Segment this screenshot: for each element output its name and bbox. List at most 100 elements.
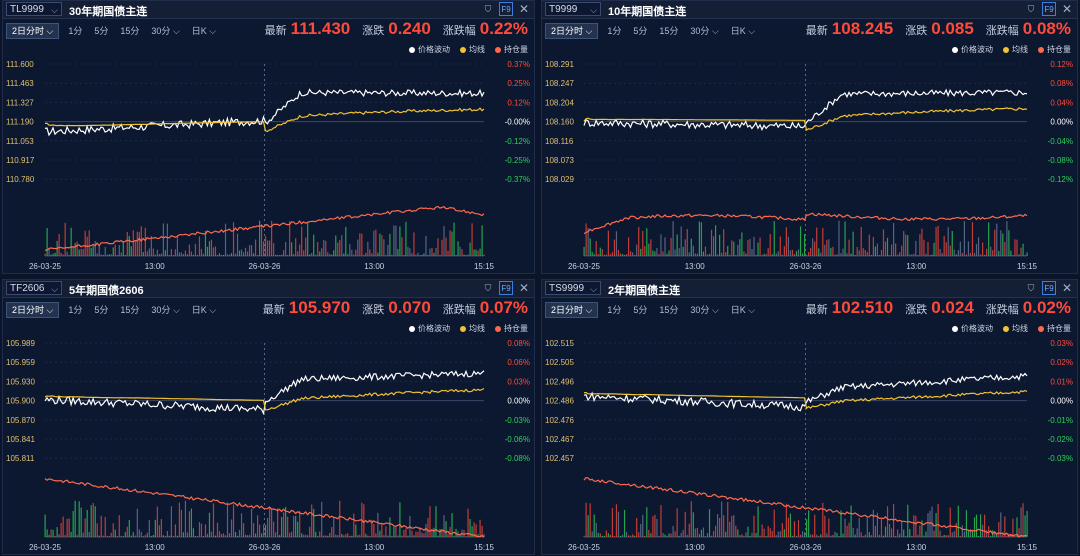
- tab-15min[interactable]: 15分: [120, 305, 140, 315]
- volume-bar: [182, 532, 185, 537]
- pin-icon[interactable]: ⛉: [1027, 4, 1035, 14]
- volume-bar: [672, 221, 674, 256]
- tab-daily-k[interactable]: 日K ⌵: [189, 24, 219, 38]
- tab-label: 2日分时: [12, 26, 45, 36]
- tab-30min[interactable]: 30分 ⌵: [687, 24, 721, 38]
- tab-15min[interactable]: 15分: [120, 26, 140, 36]
- f9-button[interactable]: F9: [1042, 281, 1056, 295]
- chart-legend: 价格波动 均线 持仓量: [952, 44, 1071, 55]
- x-tick-label: 26-03-26: [789, 262, 822, 271]
- symbol-select[interactable]: T9999 ⌵: [545, 2, 601, 16]
- volume-bar: [644, 535, 646, 537]
- volume-bar: [921, 228, 923, 256]
- y-left-label: 102.476: [545, 416, 574, 425]
- volume-bar: [415, 531, 417, 537]
- symbol-select[interactable]: TL9999 ⌵: [6, 2, 62, 16]
- legend-oi: 持仓量: [1038, 323, 1071, 334]
- f9-button[interactable]: F9: [499, 2, 513, 16]
- volume-bar: [951, 230, 953, 256]
- volume-bar: [134, 535, 136, 537]
- volume-bar: [751, 532, 753, 537]
- symbol-select[interactable]: TS9999 ⌵: [545, 281, 601, 295]
- close-icon[interactable]: ✕: [518, 2, 530, 16]
- volume-bar: [613, 239, 616, 256]
- volume-bar: [186, 254, 189, 256]
- close-icon[interactable]: ✕: [518, 281, 530, 295]
- f9-button[interactable]: F9: [1042, 2, 1056, 16]
- volume-bar: [1026, 252, 1028, 256]
- intraday-chart[interactable]: 105.989 0.08% 105.959 0.06% 105.930 0.03% 105.…: [3, 280, 534, 554]
- tab-15min[interactable]: 15分: [659, 26, 679, 36]
- pin-icon[interactable]: ⛉: [484, 283, 492, 293]
- volume-bar: [698, 221, 701, 256]
- tab-2day-intraday[interactable]: 2日分时 ⌵: [6, 302, 60, 318]
- volume-bar: [429, 506, 431, 537]
- tab-5min[interactable]: 5分: [94, 305, 109, 315]
- pin-icon[interactable]: ⛉: [484, 4, 492, 14]
- volume-bar: [589, 503, 591, 537]
- volume-bar: [834, 531, 836, 537]
- volume-bar: [224, 535, 227, 537]
- intraday-chart[interactable]: 108.291 0.12% 108.247 0.08% 108.204 0.04% 108.…: [542, 1, 1077, 273]
- tab-30min[interactable]: 30分 ⌵: [687, 303, 721, 317]
- tab-5min[interactable]: 5分: [633, 305, 648, 315]
- volume-bar: [146, 532, 148, 537]
- tab-1min[interactable]: 1分: [607, 305, 622, 315]
- volume-bar: [431, 248, 433, 256]
- close-icon[interactable]: ✕: [1061, 281, 1073, 295]
- chevron-down-icon: ⌵: [590, 284, 597, 294]
- tab-15min[interactable]: 15分: [659, 305, 679, 315]
- tab-daily-k[interactable]: 日K ⌵: [728, 24, 758, 38]
- volume-bar: [892, 223, 895, 256]
- volume-bar: [150, 535, 152, 537]
- volume-bar: [840, 253, 842, 256]
- volume-bar: [333, 250, 335, 256]
- volume-bar: [421, 254, 423, 256]
- volume-bar: [240, 513, 243, 537]
- volume-bar: [848, 522, 850, 537]
- volume-bar: [615, 504, 618, 537]
- volume-bar: [888, 254, 891, 256]
- volume-bar: [814, 241, 816, 256]
- tab-1min[interactable]: 1分: [68, 305, 83, 315]
- volume-bar: [313, 234, 315, 256]
- volume-bar: [379, 233, 381, 256]
- volume-bar: [479, 519, 481, 537]
- tab-5min[interactable]: 5分: [94, 26, 109, 36]
- volume-bar: [375, 229, 377, 256]
- tab-1min[interactable]: 1分: [68, 26, 83, 36]
- volume-bar: [331, 254, 333, 256]
- last-price: 105.970: [288, 298, 351, 317]
- volume-bar: [858, 250, 860, 256]
- volume-bar: [783, 529, 785, 537]
- volume-bar: [686, 229, 688, 256]
- tab-30min[interactable]: 30分 ⌵: [148, 303, 182, 317]
- intraday-chart[interactable]: 111.600 0.37% 111.463 0.25% 111.327 0.12% 111.…: [3, 1, 534, 273]
- volume-bar: [977, 535, 980, 537]
- volume-bar: [242, 523, 245, 537]
- volume-bar: [138, 231, 140, 256]
- tab-5min[interactable]: 5分: [633, 26, 648, 36]
- change-label: 涨跌: [362, 25, 385, 37]
- tab-1min[interactable]: 1分: [607, 26, 622, 36]
- volume-bar: [692, 512, 694, 537]
- tab-daily-k[interactable]: 日K ⌵: [728, 303, 758, 317]
- tab-2day-intraday[interactable]: 2日分时 ⌵: [6, 23, 60, 39]
- pin-icon[interactable]: ⛉: [1027, 283, 1035, 293]
- f9-button[interactable]: F9: [499, 281, 513, 295]
- tab-2day-intraday[interactable]: 2日分时 ⌵: [545, 23, 599, 39]
- volume-bar: [868, 234, 870, 256]
- tab-daily-k[interactable]: 日K ⌵: [189, 303, 219, 317]
- volume-bar: [640, 523, 642, 537]
- tab-2day-intraday[interactable]: 2日分时 ⌵: [545, 302, 599, 318]
- volume-bar: [327, 535, 329, 537]
- tab-30min[interactable]: 30分 ⌵: [148, 24, 182, 38]
- volume-bar: [66, 251, 68, 256]
- intraday-chart[interactable]: 102.515 0.03% 102.505 0.02% 102.496 0.01% 102.…: [542, 280, 1077, 554]
- volume-bar: [593, 254, 595, 256]
- close-icon[interactable]: ✕: [1061, 2, 1073, 16]
- volume-bar: [387, 244, 389, 256]
- symbol-select[interactable]: TF2606 ⌵: [6, 281, 62, 295]
- y-right-label: 0.00%: [1050, 118, 1073, 127]
